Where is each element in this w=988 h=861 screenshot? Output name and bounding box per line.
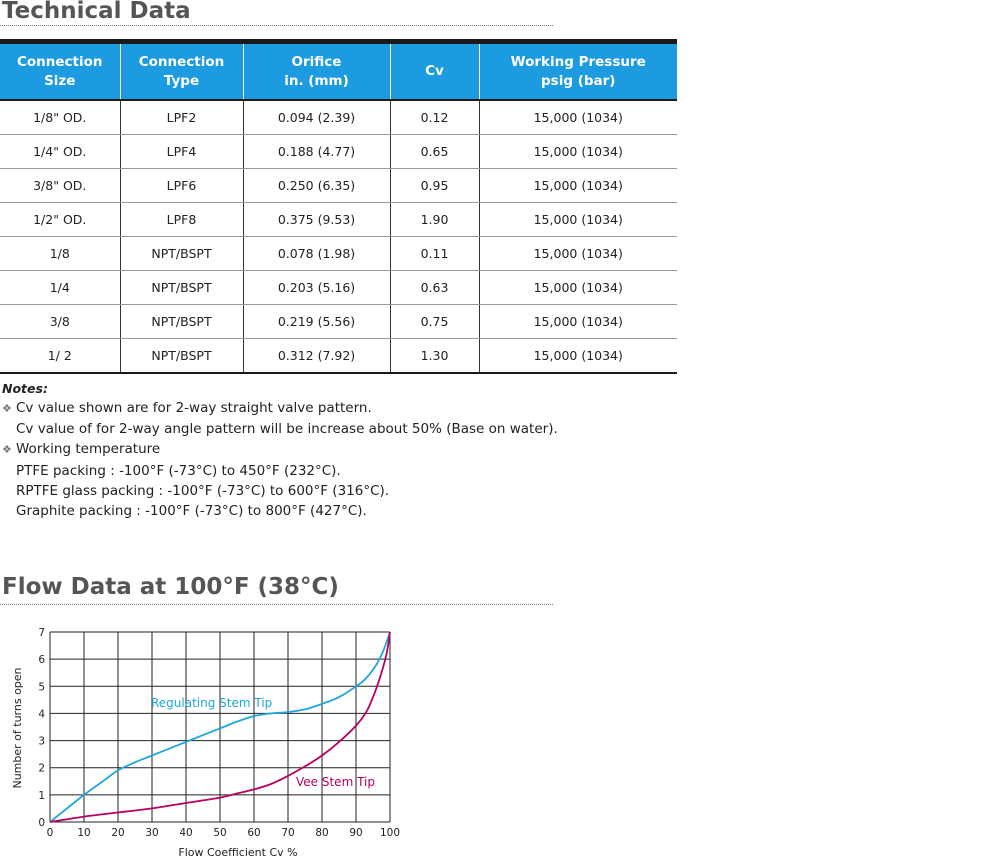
title-divider bbox=[0, 604, 553, 605]
cell-cv: 0.75 bbox=[390, 304, 480, 339]
cell-cv: 0.11 bbox=[390, 236, 480, 271]
note-line: PTFE packing : -100°F (-73°C) to 450°F (… bbox=[16, 462, 341, 479]
title-divider bbox=[0, 25, 553, 26]
table-row: 3/8 NPT/BSPT 0.219 (5.56) 0.75 15,000 (1… bbox=[0, 304, 677, 339]
x-tick-label: 90 bbox=[349, 827, 362, 839]
table-row: 1/2" OD. LPF8 0.375 (9.53) 1.90 15,000 (… bbox=[0, 202, 677, 237]
y-tick-label: 3 bbox=[38, 736, 45, 748]
notes-heading: Notes: bbox=[2, 381, 48, 396]
cell-working-pressure: 15,000 (1034) bbox=[479, 338, 677, 374]
x-tick-label: 50 bbox=[213, 827, 226, 839]
cell-connection-type: LPF6 bbox=[120, 168, 244, 203]
cell-cv: 0.95 bbox=[390, 168, 480, 203]
x-tick-label: 70 bbox=[281, 827, 294, 839]
cell-orifice: 0.375 (9.53) bbox=[243, 202, 391, 237]
cell-working-pressure: 15,000 (1034) bbox=[479, 270, 677, 305]
table-row: 1/8 NPT/BSPT 0.078 (1.98) 0.11 15,000 (1… bbox=[0, 236, 677, 271]
note-line: ❖ Working temperature bbox=[2, 439, 602, 460]
chart-series bbox=[49, 631, 391, 823]
x-tick-label: 40 bbox=[179, 827, 192, 839]
technical-data-title: Technical Data bbox=[2, 0, 191, 24]
cell-cv: 0.65 bbox=[390, 134, 480, 169]
diamond-bullet-icon: ❖ bbox=[2, 443, 12, 457]
note-line: Graphite packing : -100°F (-73°C) to 800… bbox=[16, 503, 367, 520]
table-row: 1/4" OD. LPF4 0.188 (4.77) 0.65 15,000 (… bbox=[0, 134, 677, 169]
table-header-row: Connection Size Connection Type Orifice in.… bbox=[0, 41, 677, 100]
cell-working-pressure: 15,000 (1034) bbox=[479, 168, 677, 203]
series-line-vee-stem-tip bbox=[49, 631, 391, 823]
cell-orifice: 0.078 (1.98) bbox=[243, 236, 391, 271]
cell-orifice: 0.188 (4.77) bbox=[243, 134, 391, 169]
cell-connection-type: LPF4 bbox=[120, 134, 244, 169]
cell-working-pressure: 15,000 (1034) bbox=[479, 304, 677, 339]
y-tick-label: 0 bbox=[38, 817, 45, 829]
cell-cv: 0.63 bbox=[390, 270, 480, 305]
x-tick-label: 0 bbox=[47, 827, 54, 839]
column-header-connection-type: Connection Type bbox=[120, 41, 244, 100]
x-axis-label: Flow Coefficient Cv % bbox=[178, 846, 297, 859]
column-header-working-pressure: Working Pressure psig (bar) bbox=[479, 41, 677, 100]
table-row: 1/4 NPT/BSPT 0.203 (5.16) 0.63 15,000 (1… bbox=[0, 270, 677, 305]
cell-connection-type: NPT/BSPT bbox=[120, 338, 244, 374]
table-row: 1/ 2 NPT/BSPT 0.312 (7.92) 1.30 15,000 (… bbox=[0, 338, 677, 374]
cell-working-pressure: 15,000 (1034) bbox=[479, 100, 677, 135]
cell-connection-type: NPT/BSPT bbox=[120, 304, 244, 339]
cell-connection-size: 1/4" OD. bbox=[0, 134, 121, 169]
column-header-connection-size: Connection Size bbox=[0, 41, 121, 100]
series-label-vee-stem-tip: Vee Stem Tip bbox=[296, 775, 375, 789]
x-tick-label: 10 bbox=[77, 827, 90, 839]
cell-working-pressure: 15,000 (1034) bbox=[479, 236, 677, 271]
cell-connection-size: 1/2" OD. bbox=[0, 202, 121, 237]
y-axis-label: Number of turns open bbox=[11, 667, 24, 788]
notes-section: Notes: ❖ Cv value shown are for 2-way str… bbox=[2, 380, 602, 521]
y-tick-label: 6 bbox=[38, 654, 45, 666]
cell-connection-size: 1/ 2 bbox=[0, 338, 121, 374]
cell-connection-size: 1/8 bbox=[0, 236, 121, 271]
flow-data-title: Flow Data at 100°F (38°C) bbox=[2, 574, 339, 600]
chart-ticks: 0 10 20 30 40 50 60 70 80 90 100 0 1 2 3 4 5 6 7 bbox=[38, 627, 400, 839]
cell-orifice: 0.250 (6.35) bbox=[243, 168, 391, 203]
series-line-regulating-stem-tip bbox=[49, 631, 391, 823]
technical-data-table: Connection Size Connection Type Orifice in.… bbox=[0, 39, 677, 374]
cell-cv: 0.12 bbox=[390, 100, 480, 135]
x-tick-label: 60 bbox=[247, 827, 260, 839]
x-tick-label: 30 bbox=[145, 827, 158, 839]
cell-connection-size: 1/8" OD. bbox=[0, 100, 121, 135]
cell-cv: 1.90 bbox=[390, 202, 480, 237]
x-tick-label: 20 bbox=[111, 827, 124, 839]
chart-grid bbox=[49, 631, 391, 823]
y-tick-label: 2 bbox=[38, 763, 45, 775]
table-row: 1/8" OD. LPF2 0.094 (2.39) 0.12 15,000 (… bbox=[0, 100, 677, 135]
flow-chart: 0 10 20 30 40 50 60 70 80 90 100 0 1 2 3 4 5 6 7 Regulatin… bbox=[11, 627, 400, 859]
cell-connection-type: NPT/BSPT bbox=[120, 236, 244, 271]
table-row: 3/8" OD. LPF6 0.250 (6.35) 0.95 15,000 (… bbox=[0, 168, 677, 203]
diamond-bullet-icon: ❖ bbox=[2, 402, 12, 415]
y-tick-label: 7 bbox=[38, 627, 45, 639]
cell-orifice: 0.094 (2.39) bbox=[243, 100, 391, 135]
note-line: RPTFE glass packing : -100°F (-73°C) to … bbox=[16, 482, 390, 499]
cell-connection-size: 1/4 bbox=[0, 270, 121, 305]
y-tick-label: 1 bbox=[38, 790, 45, 802]
note-line: ❖ Cv value shown are for 2-way straight v… bbox=[2, 398, 602, 419]
cell-connection-type: LPF2 bbox=[120, 100, 244, 135]
column-header-orifice: Orifice in. (mm) bbox=[243, 41, 391, 100]
cell-orifice: 0.312 (7.92) bbox=[243, 338, 391, 374]
column-header-cv: Cv bbox=[390, 41, 480, 100]
note-line: Cv value of for 2-way angle pattern will… bbox=[16, 421, 558, 438]
x-tick-label: 80 bbox=[315, 827, 328, 839]
cell-connection-type: NPT/BSPT bbox=[120, 270, 244, 305]
cell-orifice: 0.203 (5.16) bbox=[243, 270, 391, 305]
cell-working-pressure: 15,000 (1034) bbox=[479, 202, 677, 237]
cell-cv: 1.30 bbox=[390, 338, 480, 374]
y-tick-label: 4 bbox=[38, 708, 45, 720]
series-label-regulating-stem-tip: Regulating Stem Tip bbox=[151, 696, 272, 710]
cell-connection-size: 3/8" OD. bbox=[0, 168, 121, 203]
cell-working-pressure: 15,000 (1034) bbox=[479, 134, 677, 169]
cell-connection-type: LPF8 bbox=[120, 202, 244, 237]
cell-connection-size: 3/8 bbox=[0, 304, 121, 339]
cell-orifice: 0.219 (5.56) bbox=[243, 304, 391, 339]
y-tick-label: 5 bbox=[38, 681, 45, 693]
x-tick-label: 100 bbox=[380, 827, 400, 839]
